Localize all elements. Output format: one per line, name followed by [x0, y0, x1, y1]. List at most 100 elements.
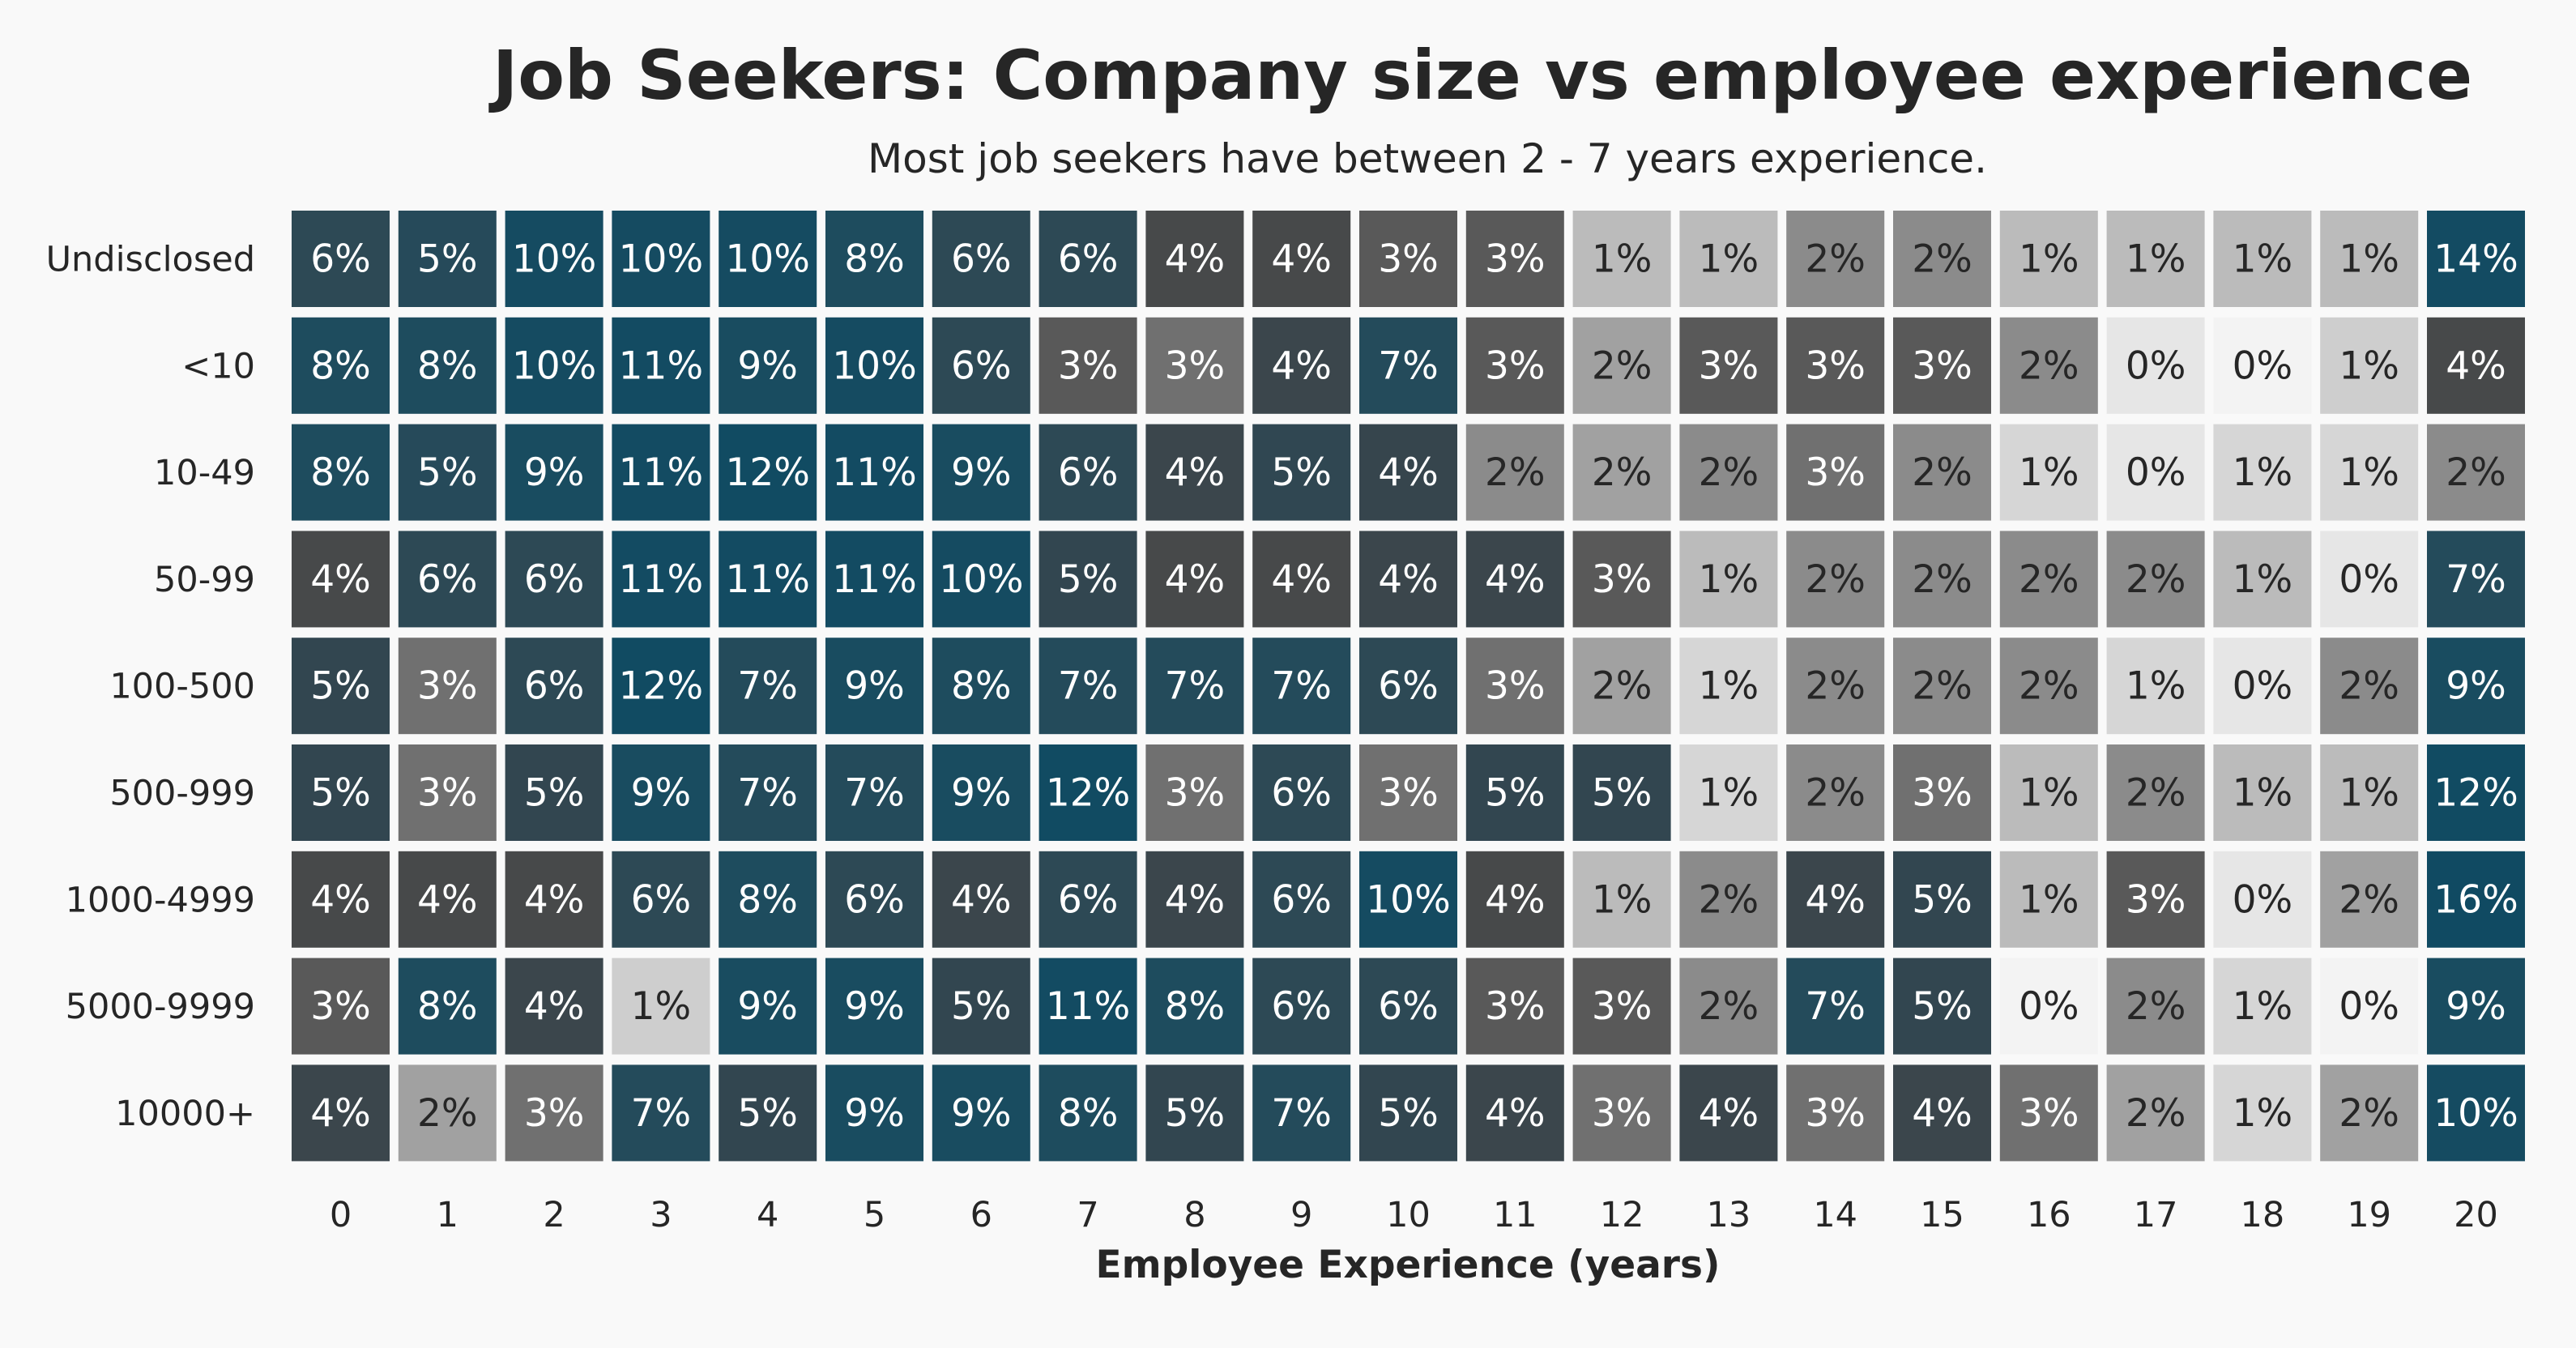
y-tick-label: 500-999 — [109, 774, 255, 814]
heatmap-cell — [825, 638, 923, 735]
x-tick-label: 5 — [864, 1195, 885, 1235]
heatmap-cell — [1786, 851, 1885, 948]
heatmap-cell — [719, 317, 817, 414]
heatmap-cell — [1893, 958, 1991, 1055]
x-tick-label: 20 — [2454, 1195, 2498, 1235]
cell-value-label: 3% — [1805, 343, 1866, 388]
heatmap-cell — [1999, 1064, 2098, 1162]
heatmap-cell — [2213, 1064, 2312, 1162]
cell-value-label: 14% — [2433, 237, 2518, 282]
cell-value-label: 1% — [2019, 237, 2079, 282]
cell-value-label: 9% — [951, 1091, 1012, 1136]
heatmap-cell — [1679, 744, 1778, 841]
cell-value-label: 7% — [2446, 557, 2506, 602]
cell-value-label: 3% — [1485, 237, 1546, 282]
cell-value-label: 7% — [1165, 664, 1226, 709]
heatmap-cell — [1359, 317, 1457, 414]
heatmap-cells: 6% 5% 10% 10% 10% 8% 6% 6% 4% 4% 3% 3% 1% 1% 2% 2% 1% 1% 1… — [292, 211, 2525, 1162]
heatmap-cell — [825, 531, 923, 628]
heatmap-cell — [612, 958, 710, 1055]
heatmap-cell — [1039, 851, 1137, 948]
y-tick-label: 10-49 — [154, 453, 255, 493]
cell-value-label: 2% — [1912, 237, 1973, 282]
cell-value-label: 2% — [1699, 877, 1759, 922]
cell-value-label: 4% — [1165, 877, 1226, 922]
x-tick-label: 16 — [2027, 1195, 2071, 1235]
heatmap-cell — [1359, 638, 1457, 735]
cell-value-label: 2% — [1912, 664, 1973, 709]
heatmap-cell — [825, 744, 923, 841]
cell-value-label: 0% — [2126, 450, 2186, 495]
heatmap-cell — [825, 1064, 923, 1162]
heatmap-cell — [1359, 211, 1457, 307]
cell-value-label: 4% — [1805, 877, 1866, 922]
heatmap-cell — [292, 211, 390, 307]
cell-value-label: 7% — [1378, 343, 1439, 388]
cell-value-label: 2% — [417, 1091, 478, 1136]
cell-value-label: 8% — [310, 343, 371, 388]
heatmap-cell — [825, 851, 923, 948]
x-tick-label: 9 — [1290, 1195, 1312, 1235]
heatmap-cell — [2320, 638, 2419, 735]
cell-value-label: 2% — [1805, 237, 1866, 282]
heatmap-cell — [1572, 531, 1671, 628]
x-tick-label: 1 — [437, 1195, 458, 1235]
heatmap-cell — [2320, 317, 2419, 414]
heatmap-cell — [719, 638, 817, 735]
cell-value-label: 6% — [1271, 984, 1332, 1029]
cell-value-label: 11% — [619, 343, 703, 388]
heatmap-cell — [1572, 744, 1671, 841]
cell-value-label: 3% — [1165, 343, 1226, 388]
cell-value-label: 0% — [2233, 664, 2293, 709]
cell-value-label: 2% — [1912, 450, 1973, 495]
heatmap-cell — [1145, 958, 1244, 1055]
heatmap-cell — [1465, 638, 1564, 735]
heatmap-cell — [505, 531, 603, 628]
heatmap-cell — [1572, 211, 1671, 307]
cell-value-label: 2% — [2126, 771, 2186, 816]
heatmap-cell — [292, 1064, 390, 1162]
cell-value-label: 2% — [2339, 664, 2399, 709]
cell-value-label: 4% — [310, 877, 371, 922]
cell-value-label: 2% — [1805, 664, 1866, 709]
x-axis-ticks: 0 1 2 3 4 5 6 7 8 9 10 11 12 13 14 15 16 17 18 19 20 — [330, 1195, 2498, 1235]
cell-value-label: 3% — [417, 771, 478, 816]
x-tick-label: 0 — [330, 1195, 352, 1235]
heatmap-cell — [1999, 851, 2098, 948]
cell-value-label: 10% — [2433, 1091, 2518, 1136]
x-tick-label: 12 — [1600, 1195, 1644, 1235]
cell-value-label: 4% — [310, 557, 371, 602]
cell-value-label: 2% — [1592, 664, 1653, 709]
heatmap-cell — [1252, 638, 1351, 735]
cell-value-label: 1% — [1592, 237, 1653, 282]
heatmap-cell — [1679, 638, 1778, 735]
cell-value-label: 2% — [2126, 1091, 2186, 1136]
heatmap-cell — [1252, 851, 1351, 948]
heatmap-cell — [292, 851, 390, 948]
cell-value-label: 1% — [2126, 237, 2186, 282]
x-tick-label: 14 — [1813, 1195, 1857, 1235]
cell-value-label: 3% — [2019, 1091, 2079, 1136]
cell-value-label: 10% — [725, 237, 809, 282]
heatmap-cell — [1145, 531, 1244, 628]
cell-value-label: 1% — [1699, 771, 1759, 816]
cell-value-label: 8% — [310, 450, 371, 495]
cell-value-label: 8% — [951, 664, 1012, 709]
heatmap-cell — [1786, 1064, 1885, 1162]
cell-value-label: 2% — [1805, 771, 1866, 816]
cell-value-label: 0% — [2339, 984, 2399, 1029]
heatmap-cell — [1359, 958, 1457, 1055]
cell-value-label: 3% — [524, 1091, 585, 1136]
x-tick-label: 6 — [970, 1195, 992, 1235]
heatmap-cell — [292, 317, 390, 414]
heatmap-cell — [612, 744, 710, 841]
y-tick-label: <10 — [181, 346, 255, 386]
heatmap-cell — [505, 1064, 603, 1162]
heatmap-cell — [1039, 531, 1137, 628]
heatmap-cell — [1252, 958, 1351, 1055]
heatmap-cell — [1359, 744, 1457, 841]
heatmap-cell — [1893, 851, 1991, 948]
cell-value-label: 6% — [524, 557, 585, 602]
heatmap-cell — [1572, 1064, 1671, 1162]
cell-value-label: 2% — [2019, 343, 2079, 388]
